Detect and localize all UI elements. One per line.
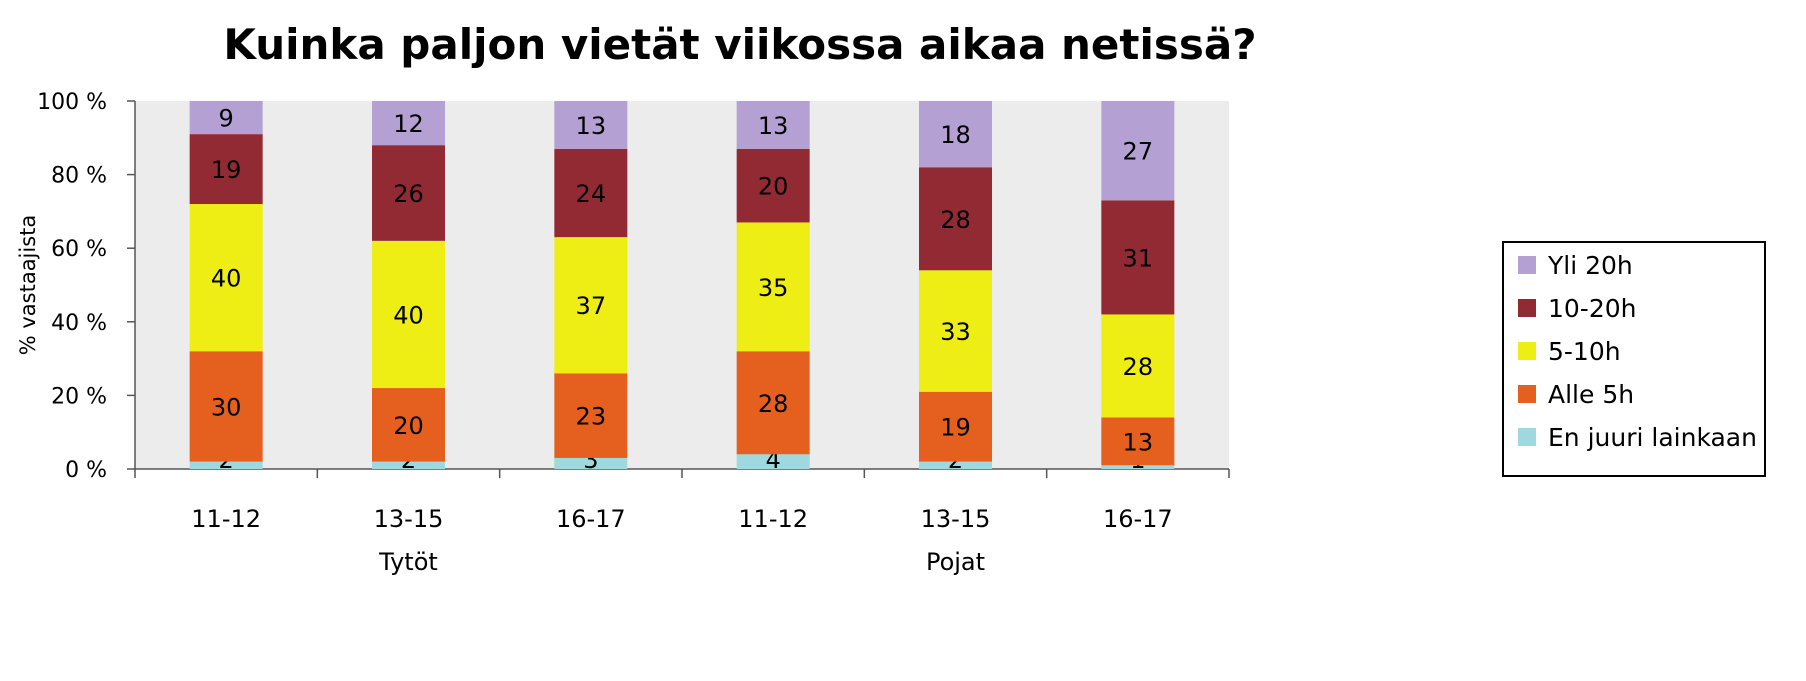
bar-segment-5-10h bbox=[372, 240, 445, 389]
x-tick-label: 13-15 bbox=[374, 505, 444, 533]
bar-segment-10-20h bbox=[554, 148, 628, 238]
data-label: 35 bbox=[758, 274, 789, 302]
data-label: 9 bbox=[219, 105, 234, 133]
bar-segment-10-20h bbox=[736, 148, 810, 223]
legend-label: Alle 5h bbox=[1548, 379, 1635, 409]
bar-segment-alle-5h bbox=[372, 388, 445, 462]
bar-segment-10-20h bbox=[919, 167, 992, 271]
bar-segment-alle-5h bbox=[1101, 417, 1175, 466]
data-label: 31 bbox=[1123, 244, 1154, 272]
data-label: 24 bbox=[576, 180, 607, 208]
group-label: Tytöt bbox=[378, 548, 438, 576]
bar-segment-yli-20h bbox=[1101, 101, 1175, 201]
bar-segment-5-10h bbox=[1101, 314, 1175, 418]
data-label: 20 bbox=[393, 412, 424, 440]
data-label: 30 bbox=[211, 393, 242, 421]
legend-swatch bbox=[1518, 299, 1536, 317]
y-tick-label: 80 % bbox=[51, 164, 107, 189]
data-label: 23 bbox=[576, 403, 607, 431]
bar-segment-alle-5h bbox=[736, 351, 810, 455]
data-label: 19 bbox=[940, 414, 971, 442]
bar-segment-en-juuri-lainkaan bbox=[736, 454, 810, 469]
chart-title: Kuinka paljon vietät viikossa aikaa neti… bbox=[223, 20, 1257, 69]
data-label: 28 bbox=[1123, 353, 1154, 381]
group-label: Pojat bbox=[926, 548, 985, 576]
x-tick-label: 11-12 bbox=[738, 505, 808, 533]
x-tick-label: 16-17 bbox=[556, 505, 626, 533]
bar-segment-10-20h bbox=[189, 134, 263, 205]
data-label: 13 bbox=[576, 112, 607, 140]
legend-label: 10-20h bbox=[1548, 293, 1637, 323]
plot-area bbox=[135, 101, 1229, 469]
legend-item: 10-20h bbox=[1518, 293, 1637, 323]
legend-label: En juuri lainkaan bbox=[1548, 422, 1757, 452]
data-label: 33 bbox=[940, 318, 971, 346]
legend-swatch bbox=[1518, 428, 1536, 446]
bar-segment-5-10h bbox=[189, 204, 263, 352]
x-tick-label: 13-15 bbox=[921, 505, 991, 533]
data-label: 37 bbox=[576, 292, 607, 320]
bar-segment-yli-20h bbox=[554, 101, 628, 149]
bar-segment-alle-5h bbox=[189, 351, 263, 462]
data-label: 19 bbox=[211, 156, 242, 184]
data-label: 28 bbox=[940, 206, 971, 234]
bar-segment-5-10h bbox=[554, 237, 628, 374]
bar-segment-yli-20h bbox=[919, 101, 992, 168]
y-tick-label: 40 % bbox=[51, 311, 107, 336]
x-tick-label: 11-12 bbox=[191, 505, 261, 533]
bar-segment-10-20h bbox=[1101, 200, 1175, 315]
legend-item: En juuri lainkaan bbox=[1518, 422, 1757, 452]
data-label: 13 bbox=[758, 112, 789, 140]
data-label: 40 bbox=[211, 265, 242, 293]
legend: Yli 20h 10-20h 5-10h Alle 5h En juuri lainka… bbox=[1502, 241, 1766, 477]
legend-swatch bbox=[1518, 342, 1536, 360]
y-tick-label: 0 % bbox=[65, 458, 107, 483]
y-tick-label: 100 % bbox=[37, 90, 107, 115]
legend-label: Yli 20h bbox=[1548, 250, 1633, 280]
data-label: 28 bbox=[758, 390, 789, 418]
data-label: 13 bbox=[1123, 428, 1154, 456]
bar-segment-en-juuri-lainkaan bbox=[554, 457, 628, 469]
y-axis-title: % vastaajista bbox=[16, 215, 40, 356]
bar-segment-en-juuri-lainkaan bbox=[189, 461, 263, 469]
data-label: 18 bbox=[940, 121, 971, 149]
legend-swatch bbox=[1518, 385, 1536, 403]
data-label: 40 bbox=[393, 301, 424, 329]
bar-segment-10-20h bbox=[372, 145, 445, 241]
y-tick-label: 20 % bbox=[51, 384, 107, 409]
bar-segment-alle-5h bbox=[919, 391, 992, 462]
bar-segment-en-juuri-lainkaan bbox=[919, 461, 992, 469]
x-tick-label: 16-17 bbox=[1103, 505, 1173, 533]
bar-segment-5-10h bbox=[919, 270, 992, 392]
bar-segment-yli-20h bbox=[372, 101, 445, 146]
legend-item: 5-10h bbox=[1518, 336, 1621, 366]
legend-label: 5-10h bbox=[1548, 336, 1621, 366]
data-label: 12 bbox=[393, 110, 424, 138]
bar-segment-yli-20h bbox=[189, 101, 263, 135]
y-tick-label: 60 % bbox=[51, 237, 107, 262]
bar-segment-en-juuri-lainkaan bbox=[372, 461, 445, 469]
data-label: 27 bbox=[1123, 138, 1154, 166]
bar-segment-5-10h bbox=[736, 222, 810, 352]
legend-item: Yli 20h bbox=[1518, 250, 1633, 280]
data-label: 26 bbox=[393, 180, 424, 208]
bar-segment-en-juuri-lainkaan bbox=[1101, 465, 1175, 469]
data-label: 20 bbox=[758, 173, 789, 201]
bar-segment-yli-20h bbox=[736, 101, 810, 149]
bar-segment-alle-5h bbox=[554, 373, 628, 458]
legend-swatch bbox=[1518, 256, 1536, 274]
legend-item: Alle 5h bbox=[1518, 379, 1634, 409]
